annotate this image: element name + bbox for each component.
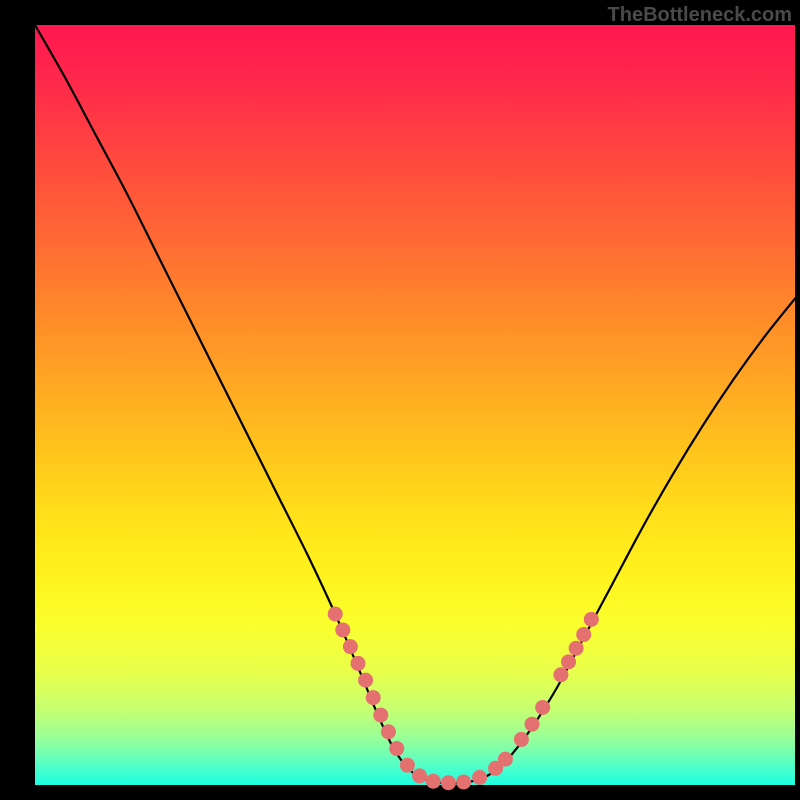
fit-marker xyxy=(400,758,415,773)
fit-marker xyxy=(335,622,350,637)
bottleneck-curve xyxy=(35,25,795,784)
fit-marker xyxy=(366,690,381,705)
bottleneck-curve-svg xyxy=(35,25,795,785)
fit-marker xyxy=(535,700,550,715)
fit-marker xyxy=(358,673,373,688)
fit-marker xyxy=(381,724,396,739)
watermark-text: TheBottleneck.com xyxy=(608,4,792,27)
fit-marker xyxy=(569,641,584,656)
fit-marker xyxy=(561,654,576,669)
fit-marker xyxy=(456,774,471,789)
fit-marker xyxy=(576,627,591,642)
fit-marker xyxy=(426,774,441,789)
fit-marker xyxy=(441,775,456,790)
chart-container: TheBottleneck.com xyxy=(0,0,800,800)
fit-marker xyxy=(498,752,513,767)
fit-marker xyxy=(328,607,343,622)
fit-marker xyxy=(343,639,358,654)
plot-area xyxy=(35,25,795,785)
fit-marker xyxy=(373,708,388,723)
fit-marker xyxy=(412,768,427,783)
fit-marker xyxy=(389,741,404,756)
fit-marker xyxy=(584,612,599,627)
fit-marker xyxy=(351,656,366,671)
fit-marker xyxy=(472,770,487,785)
fit-marker xyxy=(525,717,540,732)
fit-marker xyxy=(553,667,568,682)
fit-marker xyxy=(514,732,529,747)
